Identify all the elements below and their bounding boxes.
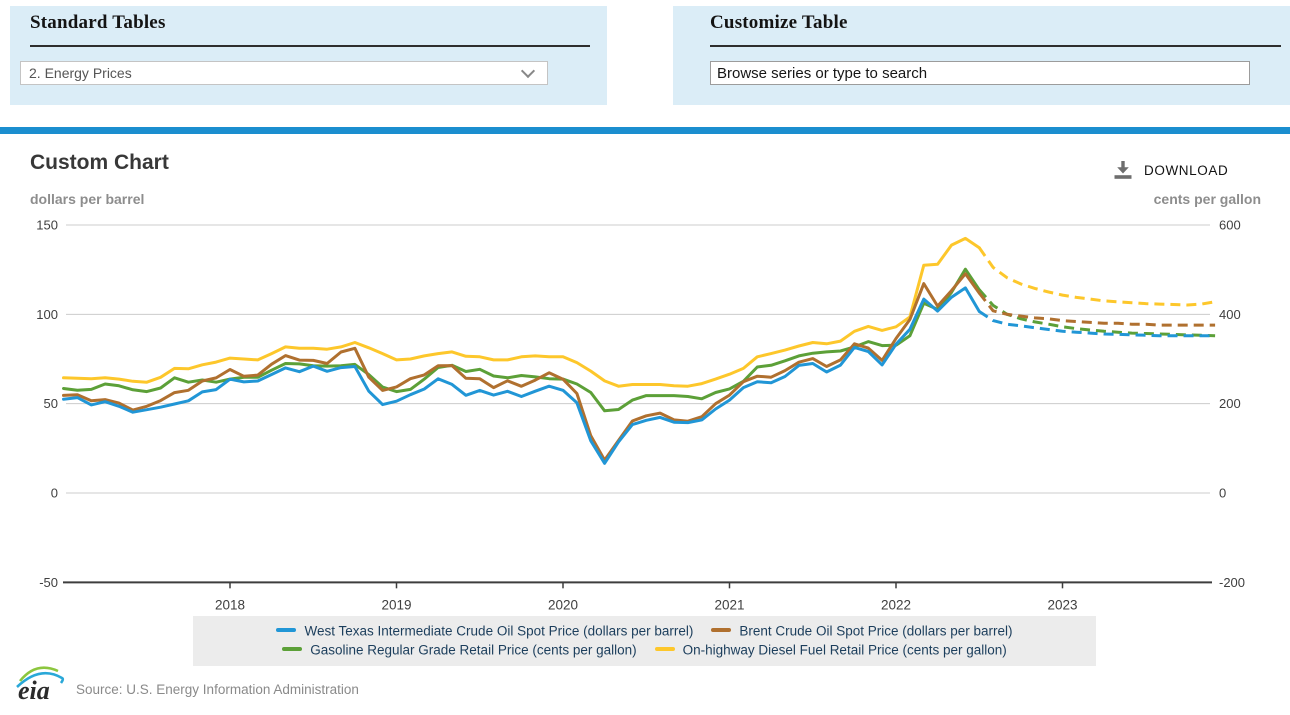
series-line-gasoline-forecast — [978, 288, 1216, 338]
legend-label: West Texas Intermediate Crude Oil Spot P… — [304, 623, 694, 639]
y-axis-label-left: 50 — [44, 396, 58, 411]
legend-item-diesel[interactable]: On-highway Diesel Fuel Retail Price (cen… — [654, 640, 1007, 659]
legend-item-brent[interactable]: Brent Crude Oil Spot Price (dollars per … — [711, 621, 1013, 640]
y-axis-label-right: 400 — [1219, 307, 1241, 322]
series-line-brent — [62, 272, 981, 462]
y-axis-label-left: 150 — [36, 218, 58, 233]
y-axis-label-left: 100 — [36, 307, 58, 322]
y-axis-label-left: 0 — [51, 486, 58, 501]
legend-label: Brent Crude Oil Spot Price (dollars per … — [739, 623, 1013, 639]
y-axis-label-right: 600 — [1219, 218, 1241, 233]
table-select-value: 2. Energy Prices — [29, 65, 132, 81]
download-icon — [1114, 161, 1132, 179]
series-line-gasoline — [62, 267, 981, 413]
x-axis-label: 2018 — [215, 597, 245, 612]
legend-swatch-wti — [276, 627, 297, 632]
customize-table-panel: Customize Table — [673, 6, 1290, 105]
y-axis-label-left: -50 — [39, 575, 58, 590]
x-axis-label: 2021 — [714, 597, 744, 612]
series-line-diesel — [62, 236, 981, 388]
legend-swatch-diesel — [654, 647, 675, 652]
table-select-dropdown[interactable]: 2. Energy Prices — [20, 61, 548, 85]
series-search-input[interactable] — [710, 61, 1250, 85]
legend-label: On-highway Diesel Fuel Retail Price (cen… — [682, 642, 1007, 658]
eia-logo-text: eia — [18, 676, 50, 705]
series-line-wti-forecast — [978, 310, 1216, 338]
customize-table-heading: Customize Table — [710, 12, 848, 33]
legend-swatch-gasoline — [282, 647, 303, 652]
x-axis-label: 2020 — [548, 597, 578, 612]
customize-table-rule — [710, 45, 1281, 47]
legend-label: Gasoline Regular Grade Retail Price (cen… — [310, 642, 637, 658]
y-axis-label-right: 0 — [1219, 486, 1226, 501]
series-line-diesel-forecast — [978, 246, 1216, 307]
legend-swatch-brent — [711, 627, 732, 632]
legend-item-gasoline[interactable]: Gasoline Regular Grade Retail Price (cen… — [282, 640, 637, 659]
x-axis-label: 2019 — [381, 597, 411, 612]
standard-tables-panel: Standard Tables 2. Energy Prices — [10, 6, 607, 105]
x-axis-label: 2023 — [1047, 597, 1077, 612]
legend-item-wti[interactable]: West Texas Intermediate Crude Oil Spot P… — [276, 621, 693, 640]
section-divider-bar — [0, 127, 1290, 134]
x-axis-label: 2022 — [881, 597, 911, 612]
y-axis-label-right: 200 — [1219, 396, 1241, 411]
chart-title: Custom Chart — [30, 151, 169, 174]
series-line-wti — [62, 286, 981, 465]
left-axis-unit-label: dollars per barrel — [30, 191, 145, 207]
standard-tables-rule — [30, 45, 590, 47]
source-attribution: Source: U.S. Energy Information Administ… — [76, 682, 359, 697]
download-label: DOWNLOAD — [1144, 162, 1229, 178]
right-axis-unit-label: cents per gallon — [1153, 191, 1261, 207]
y-axis-label-right: -200 — [1219, 575, 1245, 590]
legend-row: Gasoline Regular Grade Retail Price (cen… — [193, 640, 1096, 659]
standard-tables-heading: Standard Tables — [30, 12, 166, 33]
legend-row: West Texas Intermediate Crude Oil Spot P… — [193, 621, 1096, 640]
series-line-brent-forecast — [978, 292, 1216, 327]
chart-legend: West Texas Intermediate Crude Oil Spot P… — [193, 616, 1096, 666]
download-button[interactable]: DOWNLOAD — [1112, 159, 1228, 181]
eia-logo: eia — [16, 666, 65, 705]
